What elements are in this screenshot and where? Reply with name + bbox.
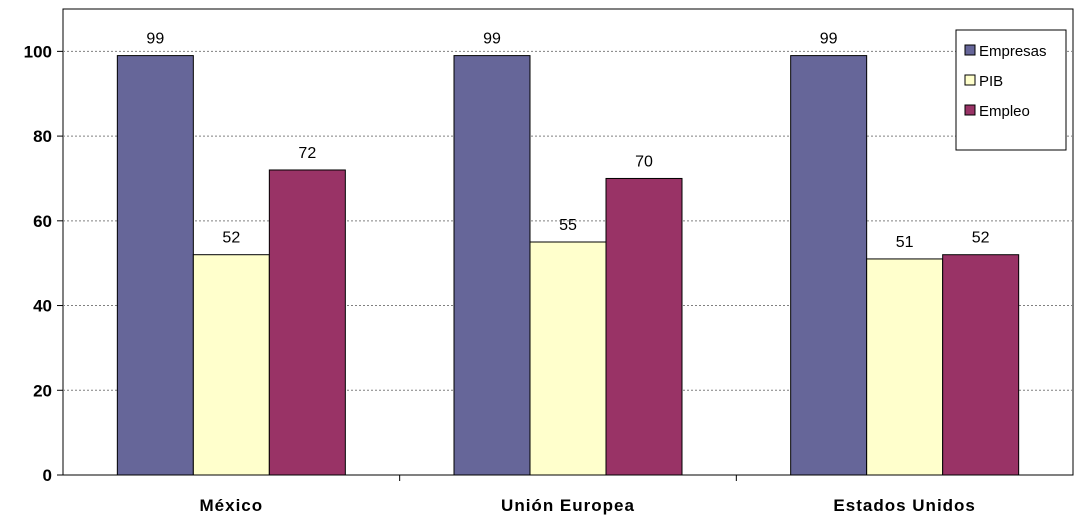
y-tick-label: 40	[33, 297, 52, 316]
data-label: 51	[896, 234, 914, 251]
legend-label-empresas: Empresas	[979, 43, 1047, 60]
legend-swatch-pib	[964, 74, 976, 86]
legend-swatch-empresas	[964, 44, 976, 56]
data-label: 52	[222, 230, 240, 247]
data-label: 55	[559, 217, 577, 234]
data-label: 72	[298, 145, 316, 162]
y-tick-label: 60	[33, 212, 52, 231]
bar-empleo	[605, 177, 683, 476]
data-label: 52	[972, 230, 990, 247]
data-label: 70	[635, 153, 653, 170]
y-tick-label: 100	[24, 42, 52, 61]
legend-swatch-empleo	[964, 104, 976, 116]
data-label: 99	[483, 31, 501, 48]
bar-empresas	[116, 55, 194, 476]
bar-pib	[866, 258, 944, 476]
y-tick-label: 20	[33, 381, 52, 400]
x-category-label: Estados Unidos	[833, 496, 975, 515]
data-labels: 99 52 72 99 55 70 99 51 52	[146, 31, 989, 251]
data-label: 99	[820, 31, 838, 48]
x-category-label: Unión Europea	[501, 496, 635, 515]
bar-empleo	[942, 254, 1020, 476]
legend-label-empleo: Empleo	[979, 103, 1030, 120]
data-label: 99	[146, 31, 164, 48]
y-axis: 0 20 40 60 80 100	[24, 42, 63, 485]
x-category-label: México	[200, 496, 264, 515]
y-tick-label: 0	[43, 466, 52, 485]
bar-empresas	[790, 55, 868, 476]
bars	[116, 55, 1020, 476]
bar-empleo	[268, 169, 346, 476]
legend-label-pib: PIB	[979, 73, 1003, 90]
bar-empresas	[453, 55, 531, 476]
y-tick-label: 80	[33, 127, 52, 146]
bar-pib	[192, 254, 270, 476]
bar-pib	[529, 241, 607, 476]
legend: Empresas PIB Empleo	[955, 29, 1067, 151]
x-axis: México Unión Europea Estados Unidos	[200, 475, 975, 515]
